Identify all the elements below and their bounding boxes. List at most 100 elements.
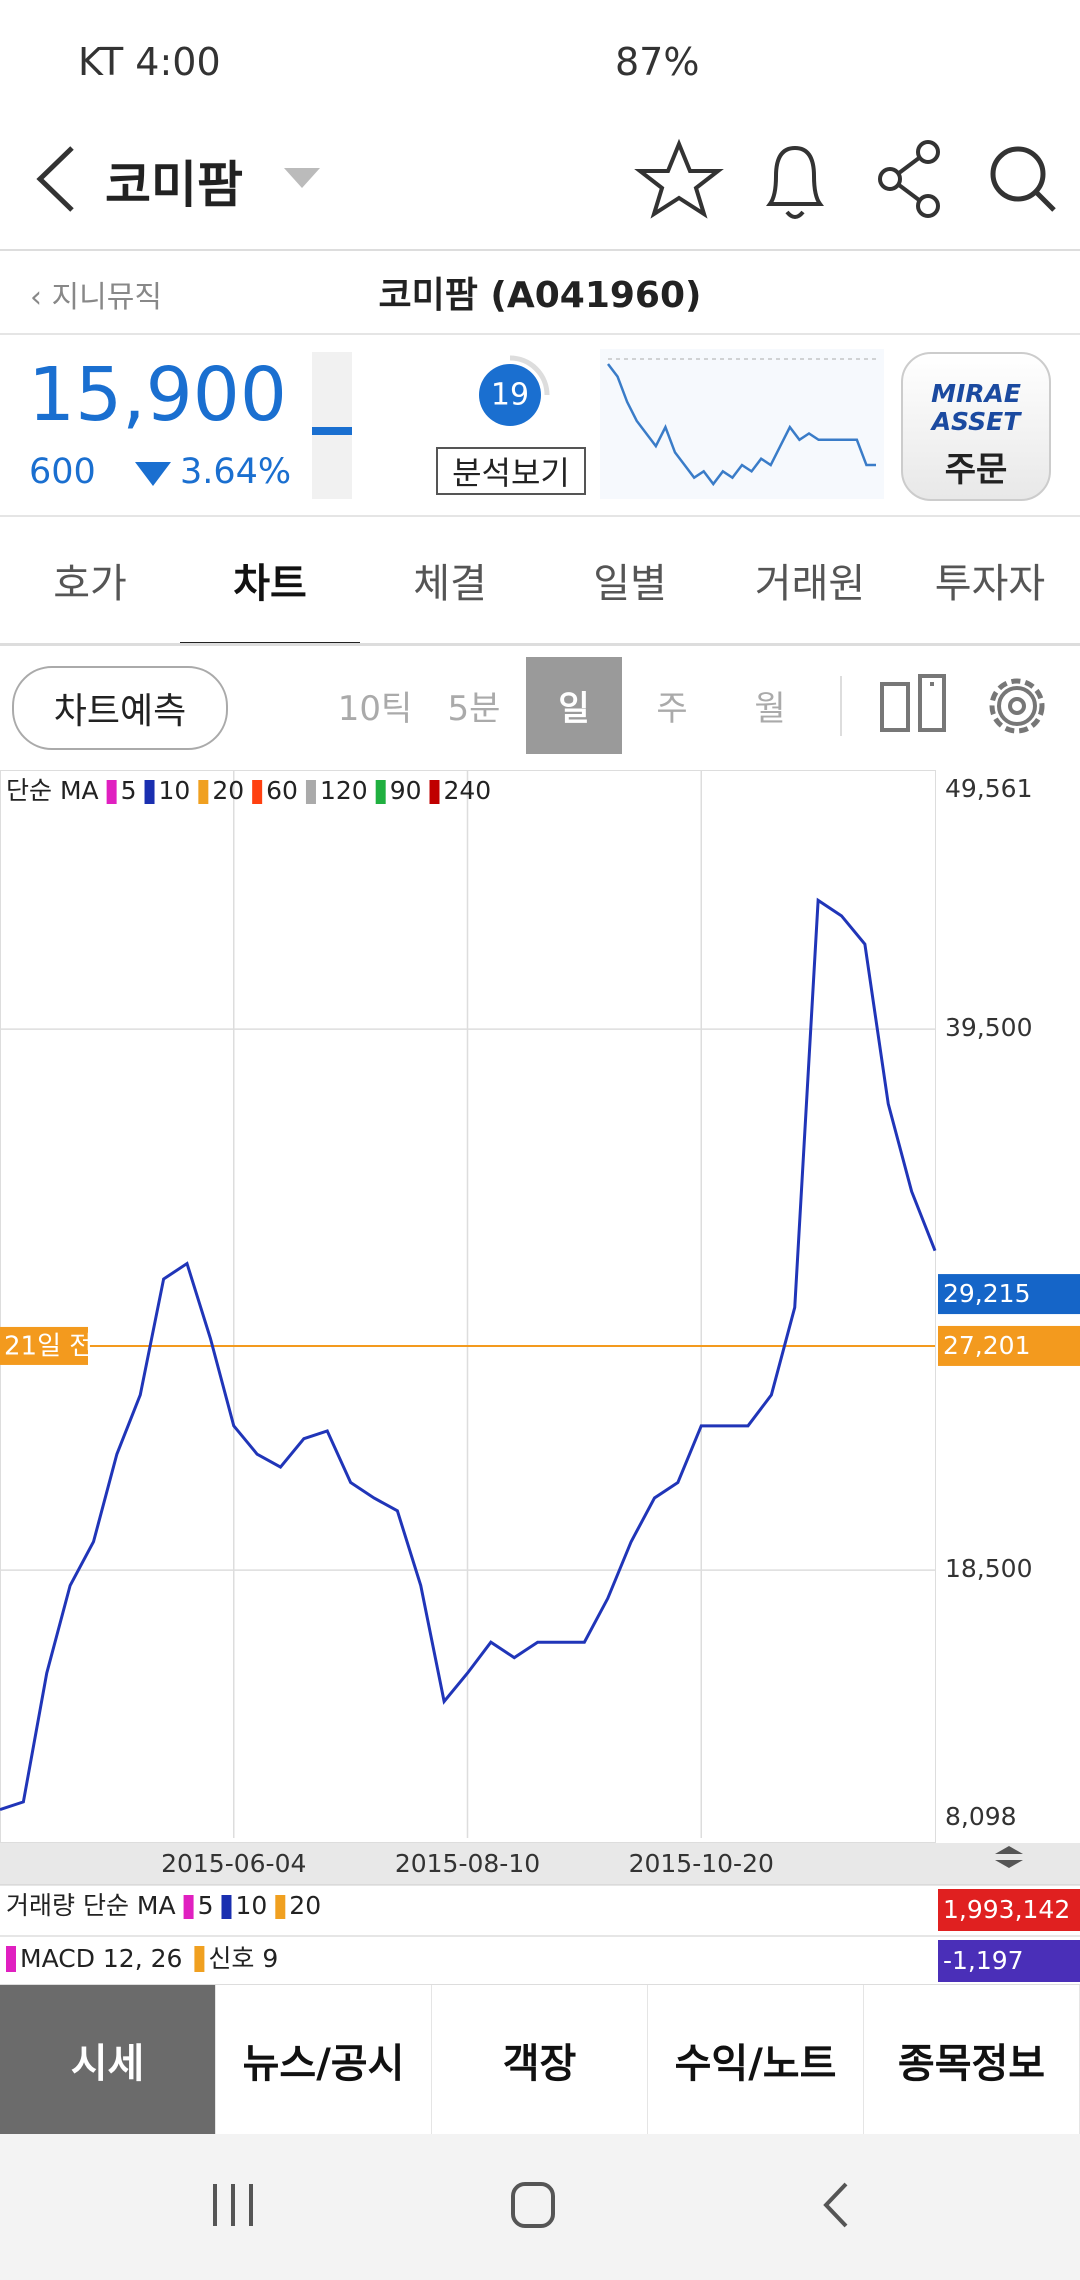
volume-value: 1,993,142 — [943, 1895, 1070, 1924]
clock: 4:00 — [135, 40, 221, 84]
current-price-tag — [938, 1274, 1080, 1315]
down-arrow — [135, 462, 171, 486]
prev-stock-name: 지니뮤직 — [51, 280, 162, 315]
bottom-tab[interactable]: 객장 — [432, 1985, 648, 2135]
x-tick-label: 2015-06-04 — [161, 1849, 306, 1878]
legend-label: 60 — [266, 776, 298, 805]
change: 600 — [29, 452, 96, 492]
y-tick-label: 39,500 — [945, 1013, 1032, 1042]
recent-apps[interactable] — [213, 2184, 253, 2226]
legend-swatch — [6, 1946, 16, 1972]
favorite[interactable] — [634, 138, 724, 219]
analysis-button[interactable]: 분석보기 — [436, 447, 586, 495]
legend-label: 5 — [121, 776, 137, 805]
tab[interactable]: 차트 — [180, 516, 360, 646]
legend-label: MACD 12, 26 — [20, 1944, 182, 1973]
reference-tag — [0, 1326, 88, 1365]
order-button[interactable]: MIRAE ASSET 주문 — [901, 352, 1051, 501]
legend-label: 10 — [235, 1891, 267, 1920]
battery: 87% — [615, 40, 700, 84]
bottom-tab[interactable]: 시세 — [0, 1985, 216, 2135]
back[interactable] — [823, 2182, 848, 2228]
period[interactable]: 월 — [754, 689, 786, 729]
tab[interactable]: 일별 — [593, 561, 667, 607]
legend-label: 5 — [198, 1891, 214, 1920]
header-icons — [36, 138, 1056, 219]
order-label: 주문 — [944, 450, 1008, 490]
period-bar: 10틱 5분 일 주 월 — [0, 657, 1080, 754]
legend-label: 90 — [390, 776, 422, 805]
x-axis-strip — [0, 1843, 1080, 1885]
home[interactable] — [511, 2182, 555, 2228]
period[interactable]: 5분 — [447, 689, 501, 729]
chart-predict[interactable]: 차트예측 — [12, 666, 228, 750]
separator — [840, 676, 842, 736]
sparkline-line — [607, 363, 876, 487]
bottom-tab[interactable]: 뉴스/공시 — [216, 1985, 432, 2135]
carrier: KT — [78, 40, 124, 84]
bottom-tab-bar: 시세 뉴스/공시 객장 수익/노트 종목정보 — [0, 1984, 1080, 2135]
prev-stock[interactable]: ‹ 지니뮤직 — [30, 280, 162, 315]
macd-value: -1,197 — [943, 1946, 1024, 1975]
badge-count: 19 — [491, 378, 529, 413]
x-tick-label: 2015-10-20 — [629, 1849, 774, 1878]
legend-swatch — [198, 780, 209, 804]
y-tick-label: 18,500 — [945, 1554, 1032, 1583]
tab[interactable]: 투자자 — [934, 561, 1046, 607]
period[interactable]: 일 — [526, 657, 622, 754]
status-bar: KT 4:00 — [78, 40, 221, 84]
bottom-tab[interactable]: 종목정보 — [864, 1985, 1080, 2135]
nav-icons — [213, 2182, 848, 2228]
sparkline — [600, 349, 884, 499]
settings[interactable] — [989, 678, 1045, 734]
period[interactable]: 주 — [656, 689, 688, 729]
layout-toggle[interactable] — [880, 674, 946, 732]
y-tick-label: 8,098 — [945, 1802, 1017, 1831]
volume-tag — [938, 1889, 1080, 1931]
brand-2: ASSET — [931, 407, 1021, 436]
legend-swatch — [194, 1946, 205, 1972]
brand: MIRAE ASSET — [903, 380, 1049, 436]
reference-price-tag — [938, 1325, 1080, 1366]
legend-swatch — [305, 780, 316, 804]
legend-swatch — [252, 780, 263, 804]
current-price: 29,215 — [943, 1279, 1030, 1308]
divider — [0, 643, 1080, 646]
tab[interactable]: 거래원 — [754, 561, 866, 607]
reference-price: 27,201 — [943, 1331, 1030, 1360]
legend-swatch — [429, 780, 440, 804]
alarm[interactable] — [766, 145, 824, 219]
legend-swatch — [144, 780, 155, 804]
range-marker — [312, 427, 352, 435]
header-title: 코미팜 — [105, 156, 243, 214]
legend-label: 20 — [289, 1891, 321, 1920]
tab[interactable]: 체결 — [413, 561, 487, 607]
divider — [0, 515, 1080, 517]
share[interactable] — [878, 140, 940, 218]
volume-title: 거래량 단순 MA — [6, 1891, 176, 1920]
stock-title: 코미팜 (A041960) — [378, 275, 702, 316]
nav-bar — [0, 2134, 1080, 2280]
price-chart: 49,561 39,500 18,500 8,098 2015-06-04 2015-08… — [0, 770, 1080, 1982]
back-button[interactable] — [36, 146, 74, 212]
legend-label: 120 — [320, 776, 368, 805]
bottom-tab[interactable]: 수익/노트 — [648, 1985, 864, 2135]
brand-1: MIRAE — [931, 379, 1021, 408]
legend-label: 20 — [212, 776, 244, 805]
axis-toggle — [995, 1846, 1023, 1868]
macd-tag — [938, 1940, 1080, 1982]
legend-title: 단순 MA — [6, 776, 99, 805]
dropdown[interactable] — [284, 168, 320, 188]
tab[interactable]: 호가 — [53, 561, 127, 607]
price: 15,900 — [28, 352, 287, 438]
tab-bar: 호가 차트 체결 일별 거래원 투자자 — [0, 516, 1080, 646]
legend-label: 신호 9 — [208, 1944, 278, 1973]
range-bar — [312, 352, 352, 499]
search[interactable] — [990, 146, 1056, 212]
legend-swatch — [183, 1895, 194, 1919]
chart-tools — [880, 674, 1045, 734]
badge: 19 — [479, 355, 550, 426]
period[interactable]: 10틱 — [337, 689, 413, 729]
